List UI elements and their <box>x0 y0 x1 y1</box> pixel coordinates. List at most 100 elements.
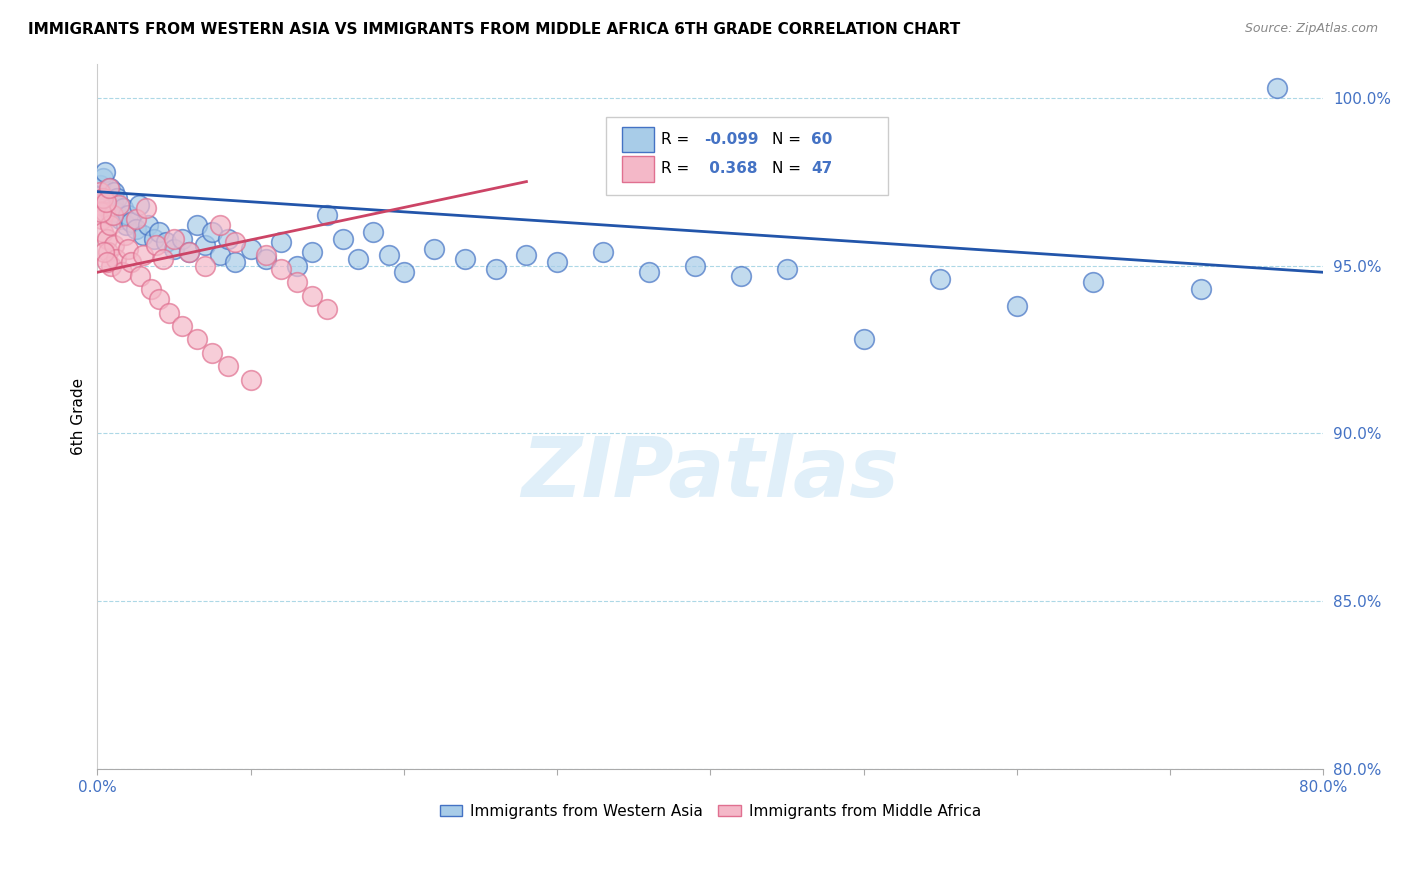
Point <box>120 255 142 269</box>
Text: 60: 60 <box>811 132 832 147</box>
Text: R =: R = <box>661 132 695 147</box>
Point <box>239 373 262 387</box>
Point <box>117 242 139 256</box>
Point <box>94 204 117 219</box>
Point <box>97 198 120 212</box>
Point <box>454 252 477 266</box>
Point <box>124 211 146 226</box>
Point <box>101 194 124 209</box>
Text: 47: 47 <box>811 161 832 176</box>
Point <box>186 333 208 347</box>
Point <box>316 302 339 317</box>
Point <box>129 268 152 283</box>
Point <box>179 245 201 260</box>
Text: R =: R = <box>661 161 695 176</box>
Point <box>100 208 122 222</box>
Text: N =: N = <box>772 132 806 147</box>
Point <box>254 252 277 266</box>
Point <box>730 268 752 283</box>
Point <box>929 272 952 286</box>
FancyBboxPatch shape <box>621 127 654 153</box>
Point <box>217 232 239 246</box>
Point <box>224 235 246 249</box>
Point <box>638 265 661 279</box>
Point <box>89 198 111 212</box>
Text: 0.368: 0.368 <box>704 161 758 176</box>
Point <box>515 248 537 262</box>
Point <box>91 191 114 205</box>
Point <box>217 359 239 374</box>
Point <box>96 232 118 246</box>
Point <box>301 289 323 303</box>
Point <box>208 248 231 262</box>
Point <box>89 178 111 192</box>
Point <box>332 232 354 246</box>
Point <box>98 219 121 233</box>
Point <box>776 261 799 276</box>
Point <box>347 252 370 266</box>
Point <box>592 245 614 260</box>
Point <box>423 242 446 256</box>
Point <box>112 202 135 216</box>
Point <box>115 219 138 233</box>
Point <box>128 198 150 212</box>
Point <box>316 208 339 222</box>
Point <box>361 225 384 239</box>
Point <box>114 228 136 243</box>
Point <box>124 221 146 235</box>
Point <box>170 232 193 246</box>
FancyBboxPatch shape <box>621 156 654 182</box>
Point <box>285 276 308 290</box>
Point <box>101 208 124 222</box>
Point <box>110 211 132 226</box>
Legend: Immigrants from Western Asia, Immigrants from Middle Africa: Immigrants from Western Asia, Immigrants… <box>433 798 987 825</box>
Point <box>91 211 114 226</box>
Point <box>1189 282 1212 296</box>
Point <box>301 245 323 260</box>
Point <box>94 194 117 209</box>
Point <box>239 242 262 256</box>
Point <box>270 235 292 249</box>
Point <box>107 198 129 212</box>
Point <box>179 245 201 260</box>
Point <box>194 238 217 252</box>
Point <box>148 292 170 306</box>
Point <box>145 238 167 252</box>
Point <box>120 215 142 229</box>
Point <box>104 252 127 266</box>
Point <box>96 255 118 269</box>
Point <box>96 191 118 205</box>
Point <box>201 346 224 360</box>
Point <box>97 245 120 260</box>
Point <box>170 318 193 333</box>
Point <box>163 232 186 246</box>
Point <box>97 181 120 195</box>
Point <box>377 248 399 262</box>
Point <box>93 171 115 186</box>
Point <box>105 191 128 205</box>
Point <box>201 225 224 239</box>
Point <box>270 261 292 276</box>
Point <box>1005 299 1028 313</box>
Point <box>254 248 277 262</box>
Text: ZIPatlas: ZIPatlas <box>522 433 900 514</box>
Point <box>111 265 134 279</box>
Point <box>157 305 180 319</box>
Point <box>186 219 208 233</box>
Point <box>194 259 217 273</box>
Point <box>91 188 114 202</box>
Text: N =: N = <box>772 161 806 176</box>
Text: IMMIGRANTS FROM WESTERN ASIA VS IMMIGRANTS FROM MIDDLE AFRICA 6TH GRADE CORRELAT: IMMIGRANTS FROM WESTERN ASIA VS IMMIGRAN… <box>28 22 960 37</box>
Point <box>163 242 186 256</box>
Point <box>103 238 125 252</box>
Point <box>139 282 162 296</box>
Text: -0.099: -0.099 <box>704 132 759 147</box>
Point <box>683 259 706 273</box>
Point <box>208 219 231 233</box>
Point <box>148 225 170 239</box>
Point <box>100 259 122 273</box>
Y-axis label: 6th Grade: 6th Grade <box>72 378 86 455</box>
Text: Source: ZipAtlas.com: Source: ZipAtlas.com <box>1244 22 1378 36</box>
Point <box>98 181 121 195</box>
Point <box>136 219 159 233</box>
